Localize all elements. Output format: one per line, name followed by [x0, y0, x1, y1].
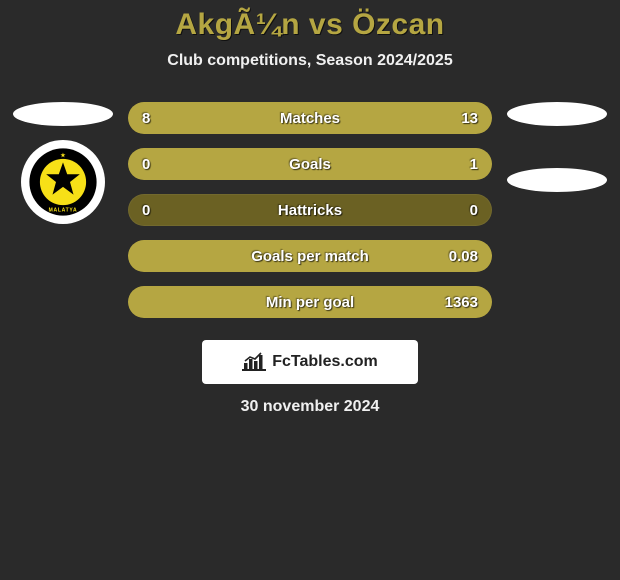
stat-right-value: 1	[432, 156, 492, 173]
player-photo-placeholder-right	[507, 102, 607, 126]
fctables-logo[interactable]: FcTables.com	[202, 340, 418, 384]
right-side-col	[502, 102, 612, 192]
stat-label: Goals	[188, 156, 432, 173]
malatya-badge-icon: ★ MALATYA	[28, 147, 98, 217]
stat-right-value: 0	[432, 202, 492, 219]
svg-text:MALATYA: MALATYA	[49, 207, 78, 213]
stat-bar: 0Goals1	[128, 148, 492, 180]
stat-label: Min per goal	[188, 294, 432, 311]
stat-right-value: 0.08	[432, 248, 492, 265]
stat-label: Hattricks	[188, 202, 432, 219]
team-badge-left: ★ MALATYA	[21, 140, 105, 224]
page-title: AkgÃ¼n vs Özcan	[0, 8, 620, 42]
date-label: 30 november 2024	[0, 398, 620, 416]
stat-right-value: 1363	[432, 294, 492, 311]
main-row: ★ MALATYA 8Matches130Goals10Hattricks0Go…	[0, 102, 620, 318]
stat-bar: Min per goal1363	[128, 286, 492, 318]
subtitle: Club competitions, Season 2024/2025	[0, 52, 620, 70]
fctables-logo-text: FcTables.com	[272, 353, 378, 371]
stat-bars: 8Matches130Goals10Hattricks0Goals per ma…	[128, 102, 492, 318]
stat-left-value: 0	[128, 156, 188, 173]
stat-label: Goals per match	[188, 248, 432, 265]
comparison-card: AkgÃ¼n vs Özcan Club competitions, Seaso…	[0, 0, 620, 416]
stat-bar: 0Hattricks0	[128, 194, 492, 226]
stat-left-value: 8	[128, 110, 188, 127]
stat-bar: Goals per match0.08	[128, 240, 492, 272]
chart-icon	[242, 352, 266, 372]
stat-bar: 8Matches13	[128, 102, 492, 134]
player-photo-placeholder-left	[13, 102, 113, 126]
team-badge-placeholder-right	[507, 168, 607, 192]
stat-left-value: 0	[128, 202, 188, 219]
stat-right-value: 13	[432, 110, 492, 127]
stat-label: Matches	[188, 110, 432, 127]
left-side-col: ★ MALATYA	[8, 102, 118, 224]
